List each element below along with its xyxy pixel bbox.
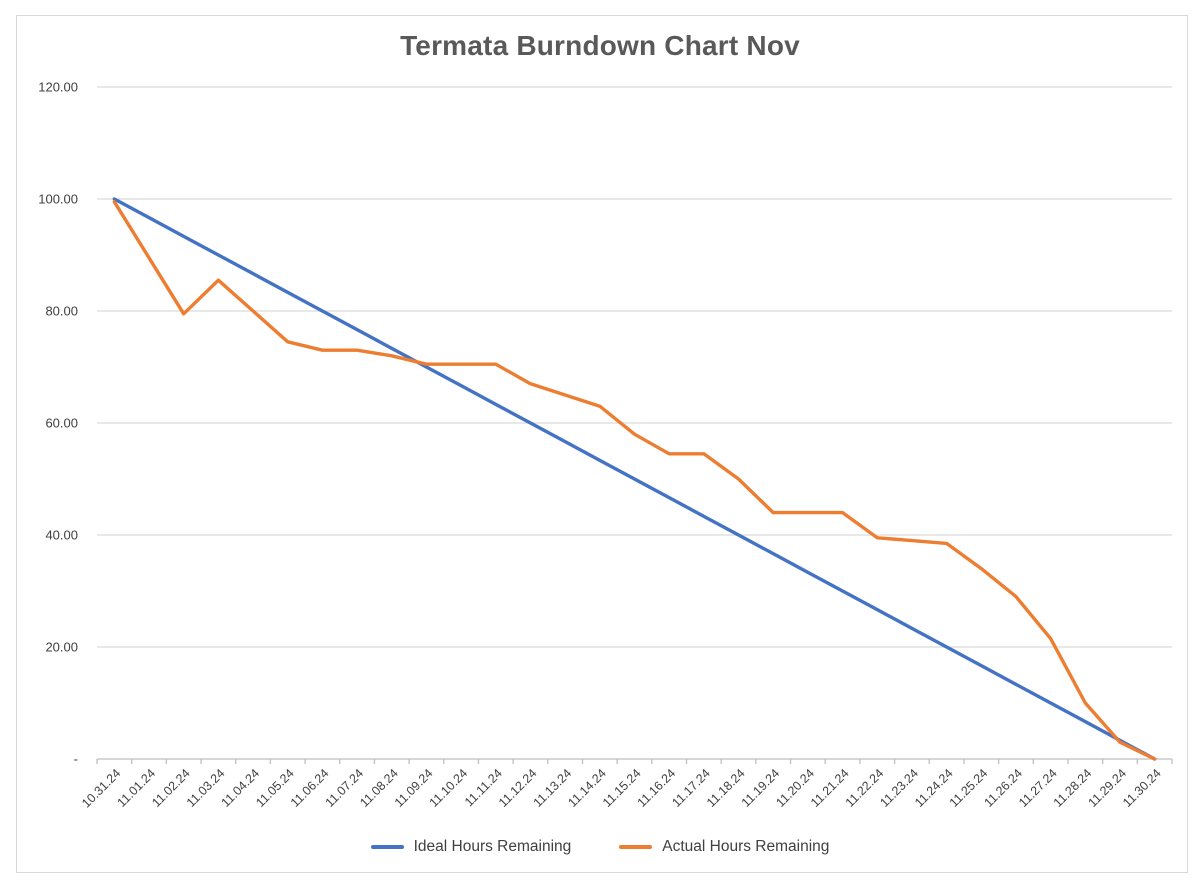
actual-hours-line	[112, 200, 1157, 761]
y-axis-label: 120.00	[38, 80, 78, 95]
chart-title: Termata Burndown Chart Nov	[400, 30, 800, 61]
y-axis-label: 40.00	[45, 528, 78, 543]
legend-label-actual: Actual Hours Remaining	[662, 838, 830, 855]
legend-label-ideal: Ideal Hours Remaining	[413, 838, 572, 855]
actual-series-line-swatch	[619, 845, 653, 849]
y-axis-label: 60.00	[45, 416, 78, 431]
ideal-hours-line	[112, 197, 1157, 761]
y-axis-label: 80.00	[45, 304, 78, 319]
legend-item-ideal: Ideal Hours Remaining	[370, 838, 572, 856]
legend-item-actual: Actual Hours Remaining	[619, 838, 829, 856]
x-axis-label: 10.31.24	[79, 766, 123, 810]
y-axis-label: -	[74, 752, 78, 767]
x-axis-label: 11.30.24	[1120, 766, 1164, 810]
ideal-series-line-swatch	[370, 845, 404, 849]
x-axis-label: 11.10.24	[427, 766, 471, 810]
chart-border	[16, 15, 1188, 873]
y-axis-label: 20.00	[45, 640, 78, 655]
chart-legend: Ideal Hours Remaining Actual Hours Remai…	[0, 838, 1200, 856]
y-axis-label: 100.00	[38, 192, 78, 207]
